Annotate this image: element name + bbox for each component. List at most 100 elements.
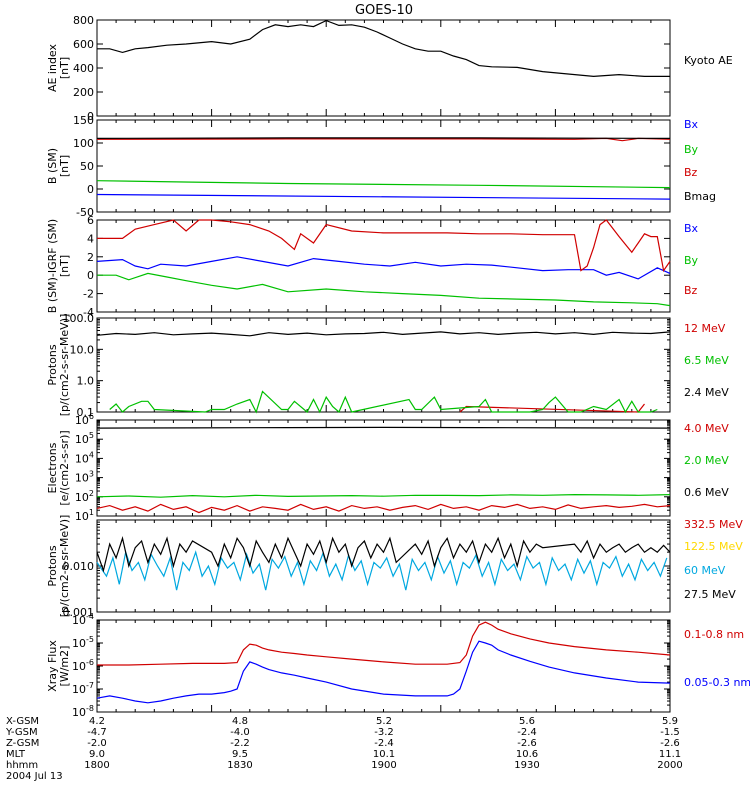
panel-protons1: 0.1 1.0 10.0 100.0 Protons [p/(cm2-s-sr-MeV)]…	[46, 312, 729, 419]
y-tick-label: 600	[73, 38, 94, 51]
legend-label: By	[684, 254, 699, 267]
y-tick-label: 150	[73, 114, 94, 127]
ephemeris-value: 5.9	[662, 716, 678, 727]
series-line-6-5-mev	[109, 390, 658, 414]
ephemeris-value: -2.6	[517, 738, 537, 749]
ephemeris-row-label: Z-GSM	[6, 738, 39, 749]
legend-label: 0.1-0.8 nm	[684, 628, 744, 641]
ephemeris-value: -4.0	[230, 727, 250, 738]
y-axis-label: [e/(cm2-s-sr)]	[58, 430, 71, 505]
ephemeris-value: 4.8	[232, 716, 248, 727]
y-axis-label: [nT]	[58, 255, 71, 277]
legend-label: 2.4 MeV	[684, 386, 729, 399]
series-line-by	[97, 272, 671, 307]
y-tick-label: 10-7	[72, 681, 94, 696]
ephemeris-value: 1930	[514, 760, 539, 771]
legend-label: 2.0 MeV	[684, 454, 729, 467]
series-line-2-0-mev	[96, 493, 671, 498]
ephemeris-value: 11.1	[659, 749, 681, 760]
series-line-4-0-mev	[96, 503, 671, 514]
ephemeris-row-label: X-GSM	[6, 716, 39, 727]
legend-label: 6.5 MeV	[684, 354, 729, 367]
y-tick-label: 100	[73, 137, 94, 150]
ephemeris-value: -2.6	[660, 738, 680, 749]
ephemeris-row-label: hhmm	[6, 760, 38, 771]
ephemeris-value: 9.5	[232, 749, 248, 760]
legend-label: By	[684, 143, 699, 156]
y-tick-label: -2	[83, 288, 94, 301]
y-tick-label: 2	[87, 251, 94, 264]
ephemeris-row-label: MLT	[6, 749, 26, 760]
y-tick-label: 1.0	[77, 375, 95, 388]
panel-bsm: -50 0 50 100 150 B (SM) [nT] Bx By Bz Bmag	[46, 114, 716, 219]
ephemeris-value: -4.7	[87, 727, 107, 738]
y-tick-label: 10-5	[72, 635, 94, 650]
series-line-12-mev	[459, 403, 645, 413]
y-tick-label: 105	[75, 431, 94, 446]
ephemeris-value: 9.0	[89, 749, 105, 760]
ephemeris-value: -3.2	[374, 727, 394, 738]
y-axis-label: Electrons	[46, 442, 59, 493]
legend-label: 27.5 MeV	[684, 588, 736, 601]
legend-label: 122.5 MeV	[684, 540, 743, 553]
panel-xray: 10-8 10-7 10-6 10-5 10-4 Xray Flux [W/m2] 0.1-0…	[46, 612, 750, 719]
y-tick-label: 0.001	[63, 606, 95, 619]
y-tick-label: -50	[76, 206, 94, 219]
ephemeris-value: 1900	[371, 760, 396, 771]
y-tick-label: 106	[75, 412, 94, 427]
legend-label: Bx	[684, 118, 699, 131]
ephemeris-value: 10.6	[516, 749, 538, 760]
ephemeris-value: 5.6	[519, 716, 535, 727]
series-line-27-5-mev	[96, 536, 671, 573]
ephemeris-value: -2.0	[87, 738, 107, 749]
y-tick-label: 10-4	[72, 612, 94, 627]
panel-frame	[96, 419, 671, 517]
y-tick-label: 10.0	[70, 343, 95, 356]
panel-protons2: 0.001 0.010 Protons [p/(cm2-s-sr-MeV)] 332.5…	[46, 515, 743, 619]
legend-label: 12 MeV	[684, 322, 726, 335]
ephemeris-value: -1.5	[660, 727, 680, 738]
y-tick-label: -4	[83, 306, 94, 319]
y-axis-label: B (SM)-IGRF (SM)	[46, 219, 59, 313]
y-tick-label: 50	[80, 160, 94, 173]
panel-ae: 0 200 400 600 800 AE index [nT] Kyoto AE	[46, 14, 733, 123]
series-line-bx	[96, 193, 671, 200]
panel-frame	[96, 619, 671, 713]
y-tick-label: 4	[87, 232, 94, 245]
panel-frame	[96, 519, 671, 613]
ephemeris-value: -2.2	[230, 738, 250, 749]
legend-label: 0.6 MeV	[684, 486, 729, 499]
y-tick-label: 103	[75, 470, 94, 485]
legend-label: Bz	[684, 166, 698, 179]
ephemeris-row-label: Y-GSM	[5, 727, 38, 738]
y-axis-label: [p/(cm2-s-sr-MeV)]	[58, 515, 71, 618]
chart-title: GOES-10	[355, 3, 413, 18]
series-line-2-4-mev	[96, 331, 671, 337]
y-tick-label: 800	[73, 14, 94, 27]
y-axis-label: AE index	[46, 43, 59, 92]
y-axis-label: [p/(cm2-s-sr-MeV)]	[58, 314, 71, 417]
legend-label: Kyoto AE	[684, 54, 733, 67]
ephemeris-value: -2.4	[374, 738, 394, 749]
legend-label: 332.5 MeV	[684, 518, 743, 531]
y-tick-label: 104	[75, 450, 94, 465]
y-tick-label: 100.0	[63, 312, 95, 325]
y-tick-label: 101	[75, 508, 94, 523]
y-axis-label: Xray Flux	[46, 640, 59, 692]
legend-label: 4.0 MeV	[684, 422, 729, 435]
y-tick-label: 10-8	[72, 704, 94, 719]
ephemeris-value: 1800	[84, 760, 109, 771]
y-tick-label: 0	[87, 110, 94, 123]
ephemeris-value: 2000	[657, 760, 682, 771]
y-axis-label: B (SM)	[46, 148, 59, 184]
y-tick-label: 0	[87, 269, 94, 282]
date-label: 2004 Jul 13	[6, 771, 63, 782]
y-tick-label: 0.010	[63, 560, 95, 573]
series-line-0-1-0-8-nm	[97, 621, 671, 666]
legend-label: Bmag	[684, 190, 716, 203]
series-line-0-05-0-3-nm	[96, 640, 671, 704]
y-tick-label: 0.1	[77, 406, 95, 419]
series-line-0-6-mev	[96, 426, 671, 429]
y-axis-label: Protons	[46, 545, 59, 586]
series-line-bmag	[96, 137, 671, 139]
